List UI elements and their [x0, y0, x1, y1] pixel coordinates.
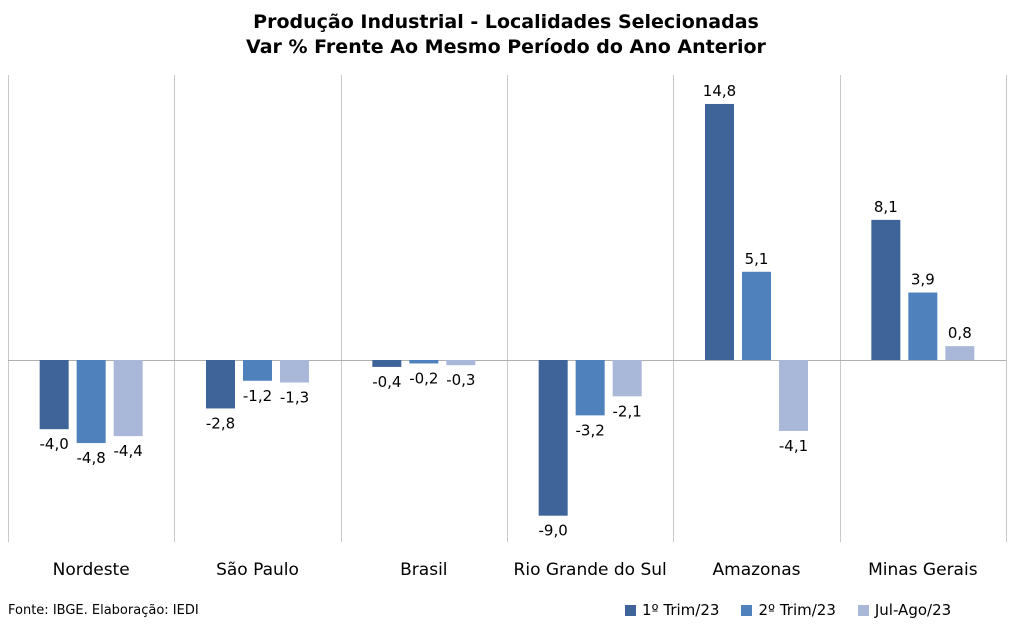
chart-title-line-1: Produção Industrial - Localidades Seleci… [253, 11, 759, 33]
data-label: -2,1 [613, 402, 642, 420]
bar-1-3 [538, 360, 568, 516]
bar-2-1 [243, 360, 272, 381]
bar-3-1 [280, 360, 309, 383]
data-label: 14,8 [703, 82, 736, 100]
category-label: Rio Grande do Sul [514, 560, 667, 580]
bar-2-4 [742, 271, 771, 360]
data-label: -4,8 [77, 449, 106, 467]
bar-3-5 [945, 346, 975, 360]
legend: 1º Trim/23 2º Trim/23 Jul-Ago/23 [625, 601, 951, 619]
bar-1-4 [705, 103, 734, 361]
bar-1-0 [39, 360, 69, 430]
data-label: 0,8 [948, 324, 972, 342]
category-label: Nordeste [53, 560, 130, 580]
data-label: 5,1 [745, 250, 769, 268]
category-label: Amazonas [713, 560, 801, 580]
data-label: -4,4 [114, 442, 143, 460]
data-label: -0,4 [372, 373, 401, 391]
legend-swatch [741, 604, 753, 616]
data-label: -4,0 [40, 435, 69, 453]
legend-item-2: 2º Trim/23 [741, 601, 836, 619]
data-label: -0,2 [409, 369, 438, 387]
bar-2-0 [76, 360, 106, 444]
data-label: 3,9 [911, 271, 935, 289]
data-label: -2,8 [206, 414, 235, 432]
source-note: Fonte: IBGE. Elaboração: IEDI [8, 603, 199, 618]
data-label: -9,0 [539, 522, 568, 540]
data-label: -1,3 [280, 388, 309, 406]
data-label: -0,3 [446, 371, 475, 389]
legend-label: 1º Trim/23 [642, 601, 720, 619]
data-label: -4,1 [779, 437, 808, 455]
bar-3-0 [113, 360, 143, 437]
legend-swatch [625, 604, 636, 616]
bar-3-4 [779, 360, 808, 431]
legend-swatch [857, 604, 869, 616]
bar-1-1 [206, 360, 235, 409]
data-label: 8,1 [874, 198, 898, 216]
bar-3-2 [446, 360, 476, 366]
legend-item-1: 1º Trim/23 [625, 601, 719, 619]
legend-label: Jul-Ago/23 [874, 601, 952, 619]
chart-title: Produção Industrial - Localidades Seleci… [0, 10, 1012, 60]
bar-2-5 [908, 292, 938, 360]
data-label: -3,2 [576, 421, 605, 439]
bar-1-2 [372, 360, 402, 367]
category-label: São Paulo [216, 560, 299, 580]
bar-3-3 [612, 360, 642, 397]
bar-1-5 [871, 219, 901, 360]
chart-title-line-2: Var % Frente Ao Mesmo Período do Ano Ant… [246, 36, 766, 58]
legend-item-3: Jul-Ago/23 [857, 601, 952, 619]
data-label: -1,2 [243, 387, 272, 405]
category-label: Minas Gerais [868, 560, 978, 580]
category-label: Brasil [400, 560, 447, 580]
bar-2-2 [409, 360, 439, 364]
bar-2-3 [575, 360, 605, 416]
legend-label: 2º Trim/23 [758, 601, 836, 619]
